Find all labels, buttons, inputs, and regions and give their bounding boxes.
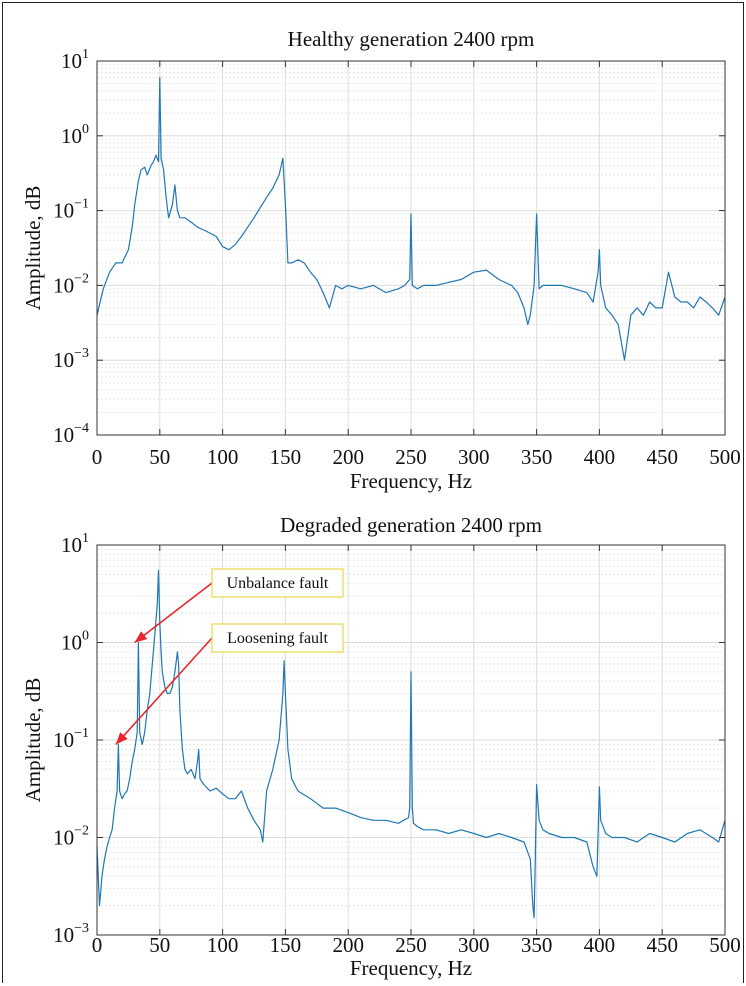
y-tick-base: 10: [53, 826, 74, 850]
x-tick-label: 350: [521, 933, 553, 957]
chart-2: 0 50 100 150 200 250 300 350 400 450 50010110010−1…: [21, 513, 741, 980]
annotation-box: [211, 568, 344, 598]
y-tick-exponent: −3: [74, 346, 89, 361]
y-tick-base: 10: [61, 124, 82, 148]
y-tick-base: 10: [53, 348, 74, 372]
annotation-arrow: [134, 582, 213, 644]
y-tick-label: 10−4: [53, 421, 89, 447]
annotation-label: Loosening fault: [227, 630, 328, 647]
y-tick-base: 10: [53, 728, 74, 752]
y-tick-exponent: 1: [82, 47, 89, 62]
y-tick-exponent: −3: [74, 921, 89, 936]
y-tick-base: 10: [61, 49, 82, 73]
y-axis-label: Amplitude, dB: [21, 678, 45, 803]
x-tick-label: 50: [149, 445, 170, 469]
y-axis-label: Amplitude, dB: [21, 186, 45, 311]
x-tick-label: 0: [92, 933, 103, 957]
y-tick-exponent: 1: [82, 531, 89, 546]
x-tick-label: 150: [270, 445, 302, 469]
y-tick-label: 10−1: [53, 197, 89, 223]
y-tick-label: 10−2: [53, 271, 89, 297]
y-tick-base: 10: [61, 631, 82, 655]
x-tick-label: 350: [521, 445, 553, 469]
x-tick-label: 150: [270, 933, 302, 957]
x-tick-label: 250: [395, 445, 427, 469]
y-tick-label: 101: [61, 531, 89, 557]
chart-1: 0 50 100 150 200 250 300 350 400 450 50010110010−1…: [21, 27, 741, 493]
y-tick-base: 10: [53, 923, 74, 947]
y-tick-label: 10−2: [53, 824, 89, 850]
annotation-arrowhead: [115, 732, 128, 745]
y-tick-base: 10: [61, 533, 82, 557]
annotation-arrowhead: [134, 631, 148, 643]
x-tick-label: 50: [149, 933, 170, 957]
y-tick-base: 10: [53, 273, 74, 297]
x-tick-label: 300: [458, 933, 490, 957]
y-tick-label: 101: [61, 47, 89, 73]
y-tick-label: 10−1: [53, 726, 89, 752]
annotation-label: Unbalance fault: [227, 575, 329, 592]
x-tick-label: 450: [646, 445, 678, 469]
x-tick-label: 450: [646, 933, 678, 957]
x-tick-label: 200: [332, 445, 364, 469]
x-tick-label: 0: [92, 445, 103, 469]
annotation-box: [211, 623, 344, 653]
x-tick-label: 300: [458, 445, 490, 469]
x-tick-label: 500: [709, 445, 741, 469]
y-tick-exponent: −1: [74, 726, 89, 741]
series-line-1: [96, 76, 726, 361]
y-tick-label: 100: [61, 629, 89, 655]
y-tick-label: 100: [61, 122, 89, 148]
y-tick-label: 10−3: [53, 346, 89, 372]
x-axis-label: Frequency, Hz: [350, 956, 472, 980]
y-tick-exponent: 0: [82, 629, 89, 644]
x-tick-label: 400: [584, 933, 616, 957]
x-tick-label: 250: [395, 933, 427, 957]
y-tick-exponent: 0: [82, 122, 89, 137]
y-tick-base: 10: [53, 199, 74, 223]
chart-title: Degraded generation 2400 rpm: [280, 513, 542, 537]
y-tick-exponent: −4: [74, 421, 89, 436]
annotation-arrow: [115, 637, 213, 745]
y-tick-exponent: −1: [74, 197, 89, 212]
x-tick-label: 400: [584, 445, 616, 469]
series-line-1: [96, 569, 726, 919]
x-tick-label: 100: [207, 933, 239, 957]
x-axis-label: Frequency, Hz: [350, 469, 472, 493]
y-tick-exponent: −2: [74, 271, 89, 286]
y-tick-exponent: −2: [74, 824, 89, 839]
chart-title: Healthy generation 2400 rpm: [288, 27, 535, 51]
x-tick-label: 200: [332, 933, 364, 957]
x-tick-label: 100: [207, 445, 239, 469]
x-tick-label: 500: [709, 933, 741, 957]
y-tick-base: 10: [53, 423, 74, 447]
y-tick-label: 10−3: [53, 921, 89, 947]
